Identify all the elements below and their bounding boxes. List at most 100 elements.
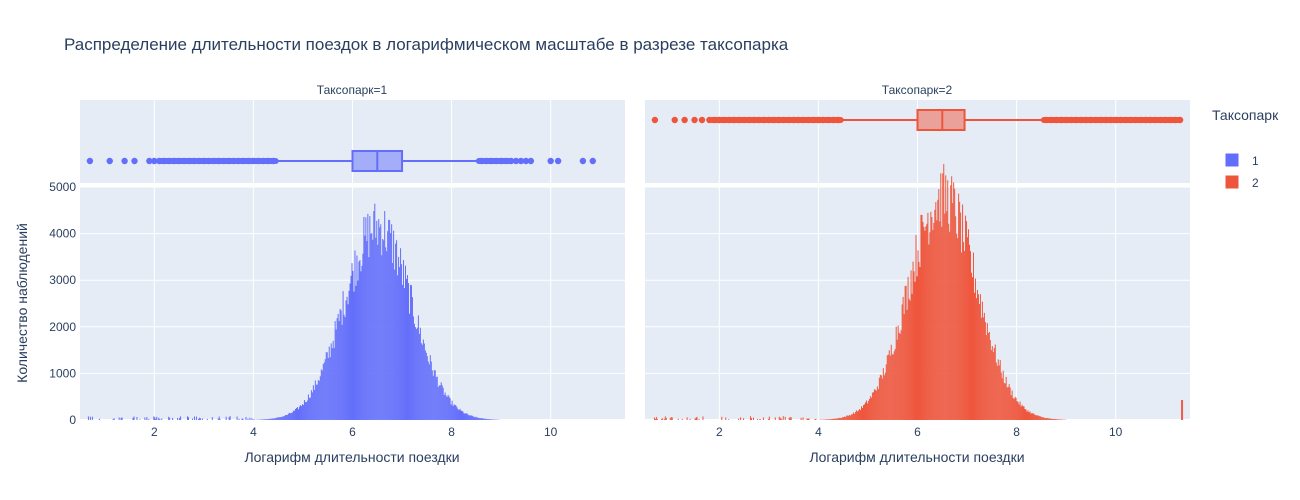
outlier-point xyxy=(589,157,596,165)
histogram-bar xyxy=(959,201,961,420)
histogram-bar xyxy=(990,350,992,420)
histogram-bar xyxy=(477,417,479,420)
legend-swatch-1[interactable] xyxy=(1225,153,1239,167)
histogram-bar xyxy=(1026,411,1028,420)
histogram-bar xyxy=(273,418,275,420)
histogram-bar xyxy=(949,231,951,420)
histogram-bar xyxy=(314,380,316,420)
histogram-bar xyxy=(353,291,355,420)
histogram-bar xyxy=(385,247,387,420)
histogram-bar xyxy=(439,385,441,420)
histogram-bar xyxy=(197,419,199,420)
histogram-bar xyxy=(323,362,325,420)
facet-label-1: Таксопарк=1 xyxy=(317,83,388,97)
histogram-bar xyxy=(307,394,309,420)
histogram-bar xyxy=(1037,415,1039,420)
histogram-bar xyxy=(756,418,758,420)
histogram-bar xyxy=(1182,399,1184,420)
legend-item-1[interactable]: 1 xyxy=(1252,154,1259,168)
histogram-bar xyxy=(343,314,345,420)
histogram-bar xyxy=(481,418,483,420)
histogram-bar xyxy=(780,418,782,420)
histogram-bar xyxy=(381,255,383,420)
histogram-bar xyxy=(998,365,1000,420)
histogram-bar xyxy=(436,376,438,420)
histogram-bar xyxy=(195,416,197,420)
histogram-bar xyxy=(133,416,135,420)
histogram-bar xyxy=(318,380,320,420)
histogram-bar xyxy=(352,270,354,420)
histogram-bar xyxy=(917,250,919,420)
histogram-bar xyxy=(266,419,268,420)
histogram-bar xyxy=(869,396,871,420)
histogram-bar xyxy=(438,385,440,420)
histogram-bar xyxy=(358,261,360,420)
histogram-bar xyxy=(698,419,700,420)
histogram-bar xyxy=(975,298,977,420)
histogram-bar xyxy=(875,390,877,420)
histogram-bar xyxy=(907,276,909,420)
histogram-bar xyxy=(319,376,321,420)
histogram-bar xyxy=(304,402,306,420)
histogram-bar xyxy=(327,358,329,420)
legend-item-2[interactable]: 2 xyxy=(1252,176,1259,190)
histogram-bar xyxy=(412,316,414,420)
histogram-bar xyxy=(931,217,933,420)
histogram-bar xyxy=(384,211,386,420)
histogram-bar xyxy=(386,251,388,420)
histogram-bar xyxy=(885,364,887,420)
histogram-bar xyxy=(484,418,486,420)
histogram-bar xyxy=(897,325,899,420)
histogram-bar xyxy=(1014,396,1016,420)
histogram-bar xyxy=(751,418,753,420)
histogram-bar xyxy=(940,173,942,420)
histogram-bar xyxy=(293,410,295,420)
histogram-bar xyxy=(301,404,303,420)
histogram-bar xyxy=(915,235,917,420)
legend-swatch-2[interactable] xyxy=(1225,175,1239,189)
histogram-bar xyxy=(1057,419,1059,420)
histogram-bar xyxy=(663,419,665,420)
histogram-bar xyxy=(973,292,975,420)
histogram-bar xyxy=(433,370,435,420)
histogram-bar xyxy=(968,229,970,420)
histogram-bar xyxy=(826,419,828,420)
histogram-bar xyxy=(902,296,904,420)
outlier-point xyxy=(547,157,554,165)
histogram-bar xyxy=(394,269,396,420)
histogram-bar xyxy=(753,417,754,420)
histogram-bar xyxy=(300,406,302,420)
histogram-bar xyxy=(241,418,243,420)
histogram-bar xyxy=(939,221,941,420)
histogram-bar xyxy=(969,244,971,420)
histogram-bar xyxy=(401,264,403,420)
histogram-bar xyxy=(297,407,298,420)
histogram-bar xyxy=(483,418,485,420)
histogram-bar xyxy=(965,215,967,420)
histogram-bar xyxy=(322,363,324,420)
histogram-bar xyxy=(944,213,946,420)
histogram-bar xyxy=(1052,418,1054,420)
histogram-bar xyxy=(341,324,343,420)
histogram-bar xyxy=(905,285,907,420)
histogram-bar xyxy=(350,275,352,420)
facet-label-2: Таксопарк=2 xyxy=(882,83,953,97)
histogram-bar xyxy=(1056,419,1058,420)
histogram-bar xyxy=(933,222,935,420)
histogram-bar xyxy=(1049,418,1051,420)
histogram-bar xyxy=(459,408,461,420)
histogram-bar xyxy=(400,248,402,420)
histogram-bar xyxy=(953,182,955,420)
histogram-bar xyxy=(970,251,972,420)
histogram-bar xyxy=(426,356,428,420)
histogram-bar xyxy=(331,348,333,420)
histogram-bar xyxy=(991,346,993,420)
histogram-bar xyxy=(696,416,698,420)
histogram-bar xyxy=(132,417,134,420)
histogram-bar xyxy=(789,416,791,420)
histogram-bar xyxy=(872,392,874,420)
x-tick-label: 6 xyxy=(349,425,356,439)
histogram-bar xyxy=(118,417,120,420)
histogram-bar xyxy=(274,418,276,420)
histogram-bar xyxy=(287,414,289,420)
